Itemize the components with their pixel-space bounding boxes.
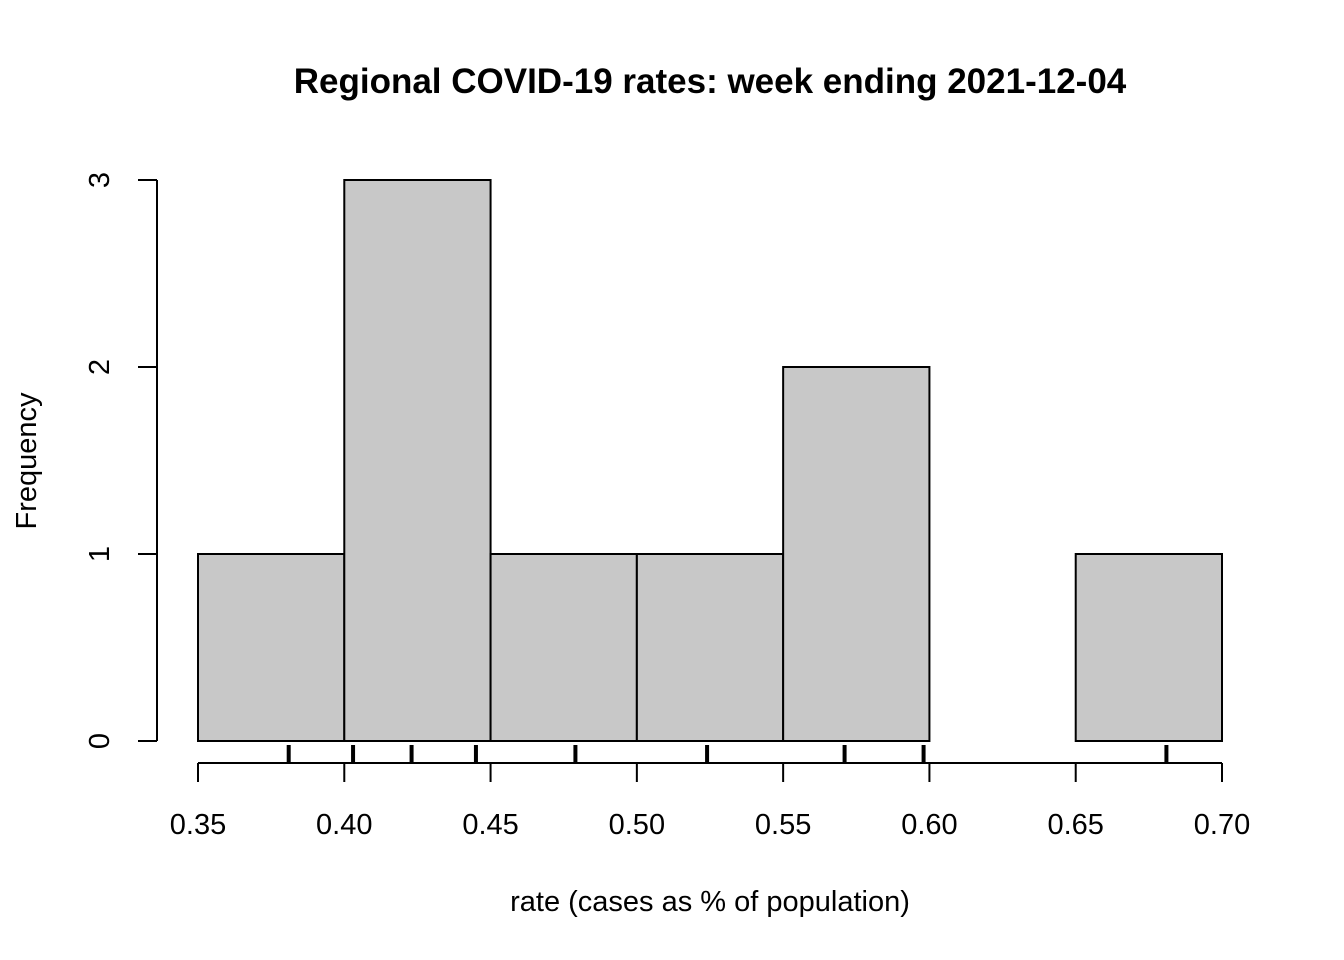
histogram-bar <box>197 553 346 742</box>
y-axis: 0 1 2 3 <box>84 172 158 749</box>
y-tick-label: 3 <box>84 172 116 188</box>
x-tick-label: 0.60 <box>901 809 957 841</box>
y-tick-label: 2 <box>84 359 116 375</box>
x-tick-label: 0.50 <box>609 809 665 841</box>
x-tick-label: 0.40 <box>316 809 372 841</box>
rug-marks <box>286 745 1169 764</box>
y-tick-label: 0 <box>84 733 116 749</box>
x-axis-title: rate (cases as % of population) <box>510 886 910 918</box>
histogram-bar <box>635 553 785 742</box>
x-tick-label: 0.45 <box>462 809 518 841</box>
x-axis: 0.35 0.40 0.45 0.50 0.55 0.60 0.65 0.70 <box>170 762 1250 841</box>
x-tick-label: 0.65 <box>1047 809 1103 841</box>
x-tick-label: 0.55 <box>755 809 811 841</box>
histogram-bar <box>1074 553 1223 742</box>
chart-title: Regional COVID-19 rates: week ending 202… <box>294 62 1127 101</box>
histogram-bar <box>782 366 931 742</box>
y-tick-label: 1 <box>84 546 116 562</box>
histogram-bar <box>343 179 492 742</box>
histogram-bar <box>489 553 638 742</box>
x-tick-label: 0.35 <box>170 809 226 841</box>
x-tick-label: 0.70 <box>1194 809 1250 841</box>
y-axis-title: Frequency <box>11 392 43 530</box>
bars-group <box>197 179 1223 742</box>
